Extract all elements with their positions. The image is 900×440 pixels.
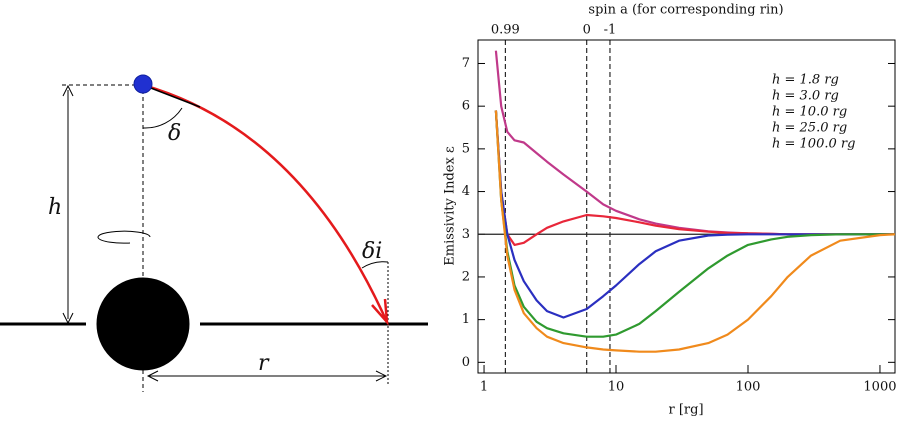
- x-tick-label: 1000: [863, 380, 896, 395]
- y-tick-label: 6: [462, 99, 470, 114]
- radius-label: r: [258, 351, 270, 376]
- legend-label: h = 1.8 rg: [772, 73, 839, 88]
- series-line: [494, 110, 896, 353]
- top-tick-label: 0: [583, 23, 591, 38]
- x-axis-label: r [rg]: [668, 403, 703, 418]
- x-tick-label: 1: [480, 380, 488, 395]
- y-axis-label: Emissivity Index ε: [443, 146, 458, 266]
- angle-arc: [142, 107, 183, 129]
- plot-frame: [477, 39, 896, 374]
- light-ray: [142, 83, 388, 321]
- source: [133, 74, 153, 94]
- y-tick-label: 4: [462, 184, 470, 199]
- height-label: h: [48, 195, 62, 220]
- legend-label: h = 10.0 rg: [772, 105, 847, 120]
- legend-label: h = 25.0 rg: [772, 121, 847, 136]
- ray-head: [371, 298, 389, 326]
- y-tick-label: 2: [462, 269, 470, 284]
- legend-label: h = 100.0 rg: [772, 137, 855, 152]
- x-tick-label: 10: [608, 380, 625, 395]
- y-tick-label: 0: [462, 355, 470, 370]
- top-tick-label: -1: [604, 23, 617, 38]
- arrow-heads: [62, 84, 74, 325]
- y-tick-label: 5: [462, 141, 470, 156]
- top-axis-label: spin a (for corresponding rin): [588, 3, 783, 18]
- rotation-arrow: [97, 230, 151, 244]
- y-tick-label: 3: [462, 227, 470, 242]
- diagram: h δ δi r: [0, 74, 428, 392]
- y-tick-label: 1: [462, 312, 470, 327]
- arrow-heads: [146, 370, 388, 382]
- angle-arc: [361, 261, 389, 269]
- y-tick-label: 7: [462, 56, 470, 71]
- series-line: [494, 110, 895, 338]
- legend-label: h = 3.0 rg: [772, 89, 839, 104]
- top-tick-label: 0.99: [491, 23, 520, 38]
- x-tick-label: 100: [736, 380, 761, 395]
- angle-label: δ: [168, 121, 181, 146]
- angle-label: δi: [362, 239, 382, 264]
- tangent: [142, 84, 201, 108]
- series-line: [494, 110, 895, 319]
